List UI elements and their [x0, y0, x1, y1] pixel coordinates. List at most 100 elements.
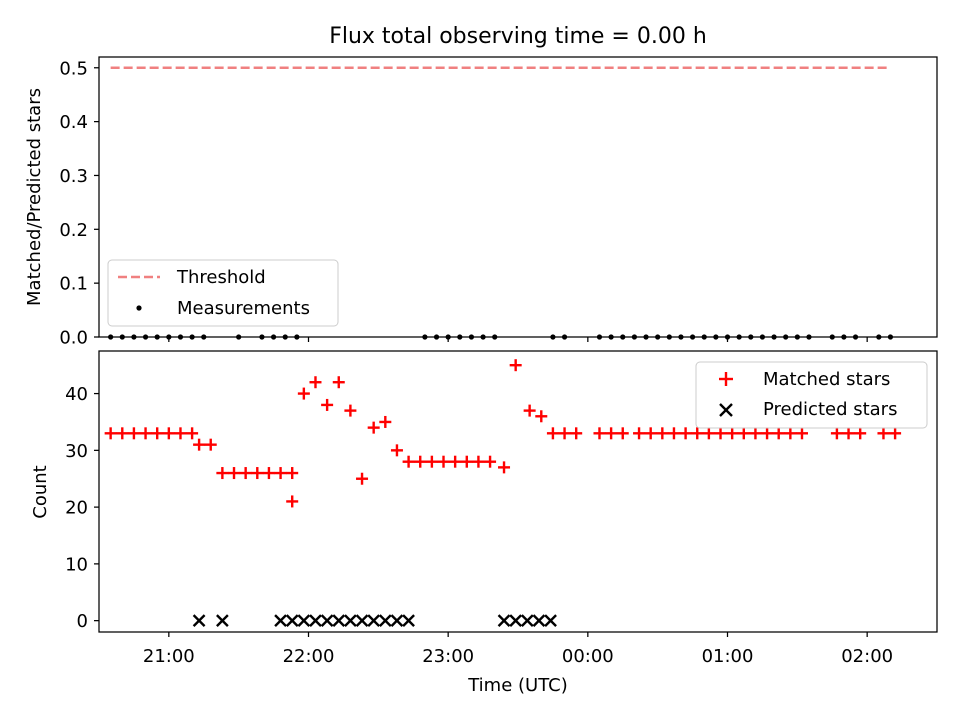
predicted-star-stroke-b: [378, 614, 392, 627]
predicted-star-stroke-b: [285, 614, 299, 627]
legend-predicted-label: Predicted stars: [763, 399, 897, 420]
bottom-ytick-label: 20: [65, 498, 88, 519]
predicted-star-point: [309, 614, 322, 627]
predicted-star-stroke-b: [297, 614, 311, 627]
predicted-star-stroke-b: [390, 614, 404, 627]
matched-star-point: [523, 404, 536, 417]
bottom-ytick-label: 40: [65, 384, 88, 405]
predicted-star-point: [192, 614, 206, 627]
matched-star-point: [402, 455, 415, 468]
matched-star-point: [193, 438, 206, 451]
matched-star-point: [726, 427, 739, 440]
matched-star-point: [425, 455, 438, 468]
matched-star-point: [414, 455, 427, 468]
bottom-xtick-label: 21:00: [143, 646, 195, 667]
top-ytick-label: 0.2: [59, 220, 88, 241]
matched-star-point: [667, 427, 680, 440]
predicted-star-point: [402, 614, 415, 627]
bottom-xtick-label: 23:00: [422, 646, 474, 667]
predicted-star-stroke-b: [216, 614, 229, 627]
matched-star-point: [656, 427, 669, 440]
predicted-star-point: [532, 614, 546, 627]
predicted-star-point: [509, 614, 523, 627]
matched-star-point: [262, 467, 275, 480]
matched-star-point: [309, 376, 322, 389]
predicted-star-stroke-b: [497, 614, 511, 627]
predicted-star-point: [367, 614, 381, 627]
predicted-star-stroke-b: [367, 614, 381, 627]
matched-star-point: [356, 472, 369, 485]
predicted-star-stroke-b: [192, 614, 206, 627]
matched-star-point: [484, 455, 497, 468]
predicted-star-stroke-b: [544, 614, 557, 627]
matched-star-point: [535, 410, 548, 423]
predicted-star-point: [520, 614, 534, 627]
predicted-star-stroke-b: [320, 614, 334, 627]
bottom-xtick-label: 02:00: [841, 646, 893, 667]
matched-star-point: [679, 427, 692, 440]
bottom-xtick-label: 22:00: [283, 646, 335, 667]
predicted-star-point: [390, 614, 404, 627]
predicted-star-stroke-b: [274, 614, 287, 627]
legend-matched-label: Matched stars: [763, 369, 890, 390]
matched-star-point: [367, 421, 380, 434]
predicted-star-stroke-b: [344, 614, 357, 627]
predicted-star-point: [497, 614, 511, 627]
bottom-plot-frame: [98, 350, 938, 633]
matched-star-point: [449, 455, 462, 468]
matched-star-point: [795, 427, 808, 440]
matched-star-point: [174, 427, 187, 440]
matched-star-point: [321, 398, 334, 411]
matched-star-point: [460, 455, 473, 468]
bottom-x-ticks: 21:00 22:00 23:00 00:00 01:00 02:00: [143, 632, 893, 667]
top-ytick-label: 0.4: [59, 112, 88, 133]
bottom-panel: Count 0 10 20 30 40 21:00 22:00 23:00 00:00 01:0…: [30, 350, 938, 696]
top-y-axis-label: Matched/Predicted stars: [24, 88, 45, 306]
top-ytick-label: 0.5: [59, 58, 88, 79]
matched-star-point: [239, 467, 252, 480]
matched-star-point: [784, 427, 797, 440]
predicted-star-point: [378, 614, 392, 627]
matched-star-point: [228, 467, 241, 480]
matched-star-point: [842, 427, 855, 440]
legend-predicted-swatch: [719, 403, 733, 417]
matched-star-point: [104, 427, 117, 440]
matched-star-point: [344, 404, 357, 417]
bottom-y-axis-label: Count: [30, 465, 51, 518]
matched-star-point: [546, 427, 559, 440]
matched-star-point: [390, 444, 403, 457]
matched-star-point: [633, 427, 646, 440]
matched-star-point: [772, 427, 785, 440]
matched-star-point: [877, 427, 890, 440]
bottom-ytick-label: 0: [77, 611, 88, 632]
top-ytick-label: 0.0: [59, 328, 88, 349]
bottom-y-ticks: 0 10 20 30 40: [65, 384, 99, 632]
bottom-ytick-label: 10: [65, 554, 88, 575]
matched-star-point: [498, 461, 511, 474]
matched-star-point: [437, 455, 450, 468]
bottom-ytick-label: 30: [65, 441, 88, 462]
legend-threshold-label: Threshold: [176, 267, 266, 288]
top-plot-frame: [98, 56, 938, 338]
matched-star-point: [714, 427, 727, 440]
matched-star-point: [737, 427, 750, 440]
legend-measurements-label: Measurements: [177, 298, 310, 319]
top-legend: Threshold Measurements: [107, 259, 339, 327]
matched-star-point: [186, 427, 199, 440]
matched-star-point: [570, 427, 583, 440]
predicted-star-stroke-b: [520, 614, 534, 627]
legend-measurements-swatch: [136, 305, 142, 311]
predicted-star-point: [216, 614, 229, 627]
matched-star-point: [332, 376, 345, 389]
predicted-star-point: [285, 614, 299, 627]
predicted-star-stroke-b: [309, 614, 322, 627]
bottom-legend: Matched stars Predicted stars: [695, 361, 928, 429]
matched-star-point: [127, 427, 140, 440]
predicted-star-point: [320, 614, 334, 627]
matched-star-point: [702, 427, 715, 440]
predicted-star-stroke-b: [332, 614, 346, 627]
matched-star-point: [139, 427, 152, 440]
matched-star-point: [472, 455, 485, 468]
